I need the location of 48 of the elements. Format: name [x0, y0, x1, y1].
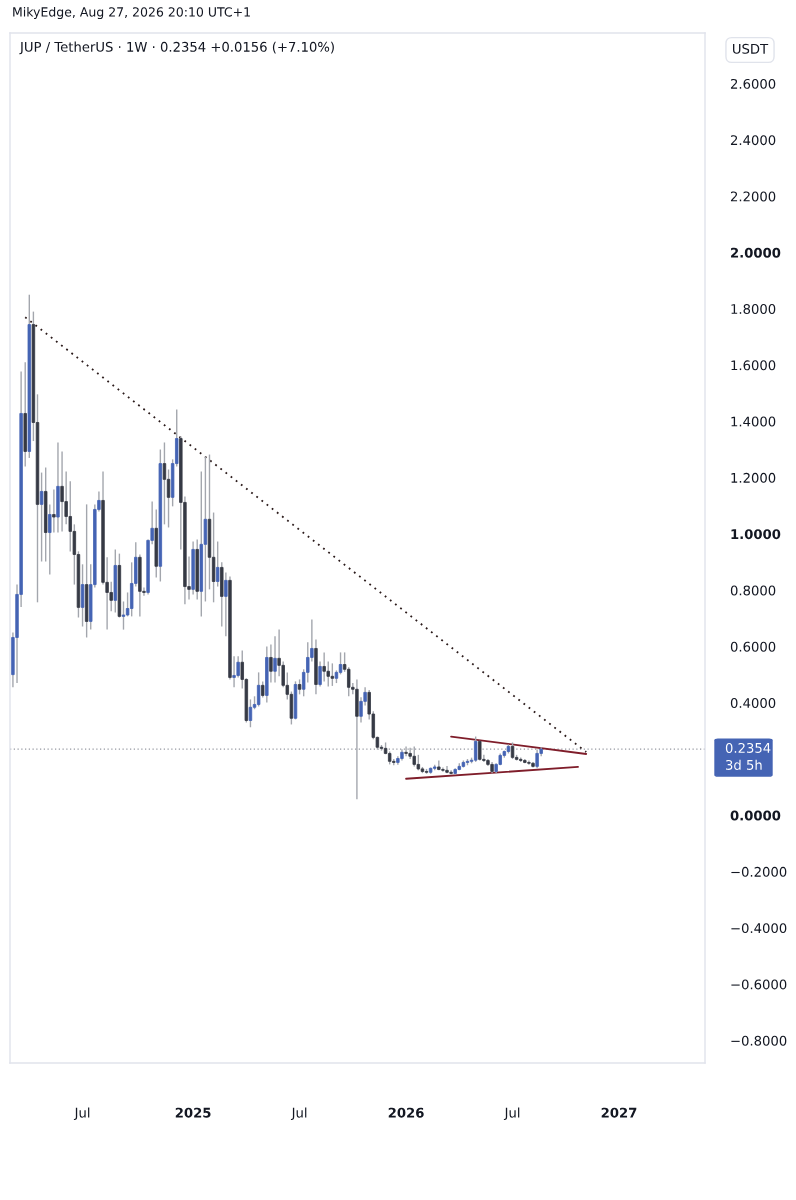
y-axis-title: USDT	[733, 43, 769, 54]
candlestick	[449, 769, 453, 776]
y-tick-label: 2.2000	[730, 191, 776, 202]
candlestick	[256, 671, 261, 708]
x-tick-label: Jul	[290, 1107, 307, 1121]
y-tick-label: 0.6000	[730, 641, 776, 652]
y-tick-label: −0.8000	[731, 1035, 787, 1046]
x-tick-label: Jul	[503, 1107, 520, 1121]
candlestick	[535, 748, 539, 770]
candlestick	[404, 745, 408, 757]
candlestick	[232, 655, 236, 688]
x-tick-label: Jul	[73, 1107, 90, 1121]
candlestick	[80, 563, 85, 628]
candlestick	[162, 441, 167, 526]
candlestick	[338, 651, 343, 676]
y-tick-label: 1.0000	[731, 529, 781, 540]
y-tick-label: −0.2000	[731, 866, 787, 877]
y-tick-label: 0.4000	[730, 698, 776, 708]
y-tick-label: 2.0000	[731, 247, 781, 258]
candlestick	[347, 666, 351, 698]
y-tick-label: 1.2000	[731, 472, 776, 483]
y-tick-label: 1.6000	[731, 360, 776, 371]
y-tick-label: 2.4000	[730, 135, 776, 146]
y-tick-label: 2.6000	[730, 78, 776, 89]
candlestick	[330, 662, 335, 687]
candlestick	[527, 759, 531, 766]
candlestick	[39, 471, 44, 563]
y-tick-label: 0.0000	[730, 810, 781, 821]
x-tick-label: 2026	[388, 1107, 424, 1118]
candlestick	[52, 488, 56, 534]
candlestick	[215, 540, 220, 588]
candlestick	[60, 450, 64, 533]
text: JUP / TetherUS · 1W · 0.2354 +0.0156 (+7.10%)	[19, 41, 334, 55]
x-tick-label: 2025	[175, 1107, 211, 1118]
y-tick-label: 1.4000	[731, 416, 776, 427]
y-tick-label: 1.8000	[731, 304, 776, 314]
y-tick-label: −0.4000	[731, 923, 787, 934]
y-tick-label: −0.6000	[731, 979, 787, 990]
candlestick	[224, 571, 228, 638]
chart-subtitle: MikyEdge, Aug 27, 2026 20:10 UTC+1	[13, 6, 250, 20]
y-tick-label: 0.8000	[730, 585, 776, 596]
candlestick	[322, 651, 326, 683]
text: 3d 5h	[726, 759, 762, 770]
candlestick	[473, 735, 478, 763]
candlestick	[121, 600, 126, 631]
candlestick	[412, 745, 416, 768]
ref-line-label: 0.2354	[725, 742, 771, 753]
x-tick-label: 2027	[601, 1107, 637, 1118]
